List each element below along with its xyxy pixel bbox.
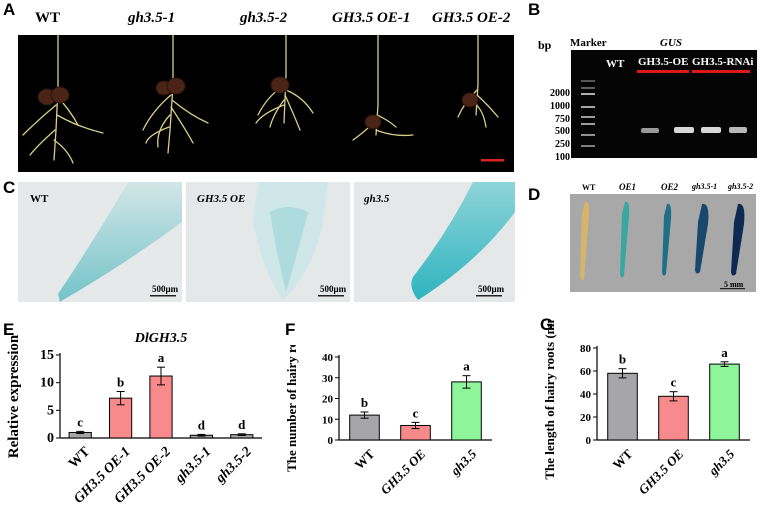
seedling-photo (18, 35, 514, 172)
genotype-label-gh35-1: gh3.5-1 (128, 10, 176, 26)
bar (607, 372, 638, 441)
genotype-label-wt: WT (35, 10, 61, 26)
ladder-label: 100 (555, 151, 570, 163)
genotype-label-oe1: GH3.5 OE-1 (332, 10, 411, 26)
significance-letter: d (198, 417, 206, 432)
genotype-label-gh35-2: gh3.5-2 (240, 10, 288, 26)
significance-letter: b (361, 395, 368, 410)
x-tick-label: WT (66, 444, 94, 472)
y-tick-label: 0 (586, 435, 592, 447)
x-tick-label: WT (351, 446, 377, 472)
y-tick-label: 30 (322, 373, 334, 385)
x-tick-label: gh3.5-2 (212, 444, 254, 486)
x-tick-label: gh3.5-1 (172, 444, 214, 486)
d-label-oe2: OE2 (661, 182, 679, 192)
d-label-oe1: OE1 (619, 182, 637, 192)
lane-label-oe: GH3.5-OE (638, 56, 689, 68)
y-tick-label: 40 (322, 352, 334, 364)
c-label-gh35: gh3.5 (364, 193, 390, 205)
ladder-label: 1000 (550, 100, 570, 112)
y-tick-label: 20 (580, 412, 592, 424)
lane-label-rnai: GH3.5-RNAi (692, 56, 754, 68)
x-tick-label: gh3.5 (705, 446, 738, 479)
y-tick-label: 10 (322, 414, 334, 426)
gel-image (571, 50, 757, 158)
panel-label-d: D (528, 185, 541, 204)
x-tick-label: WT (609, 446, 635, 472)
x-tick-label: GH3.5 OE (635, 446, 686, 497)
y-tick-label: 5 (47, 403, 54, 418)
gus-root-segments (570, 194, 756, 292)
y-tick-label: 60 (580, 366, 592, 378)
y-axis-label: Relative expression (6, 334, 22, 458)
ladder-labels: 2000 1000 750 500 250 100 (536, 88, 570, 165)
significance-letter: c (413, 405, 419, 420)
y-tick-label: 0 (328, 435, 334, 447)
y-tick-label: 80 (580, 343, 592, 355)
bp-label: bp (538, 38, 552, 52)
panel-label-a: A (3, 0, 16, 19)
chart-f: 0 10 20 30 40 The number of hairy roots b WT c GH… (284, 345, 492, 497)
y-axis-label: The number of hairy roots (284, 345, 299, 472)
significance-letter: a (721, 345, 728, 360)
y-tick-label: 0 (47, 431, 54, 446)
c-scale-2: 500μm (320, 284, 347, 294)
c-label-wt: WT (30, 193, 49, 205)
panel-label-g: G (540, 315, 554, 334)
significance-letter: a (158, 350, 165, 365)
ladder-label: 750 (555, 113, 570, 125)
x-tick-label: GH3.5 OE (377, 446, 428, 497)
ladder-label: 2000 (550, 88, 570, 99)
significance-letter: b (619, 352, 626, 367)
ladder-label: 500 (555, 126, 570, 138)
significance-letter: a (463, 359, 470, 374)
y-tick-label: 10 (40, 376, 54, 391)
c-scale-3: 500μm (478, 284, 505, 294)
c-scale-1: 500μm (152, 284, 179, 294)
bar (658, 395, 689, 441)
d-label-wt: WT (582, 183, 596, 192)
panel-label-b: B (528, 0, 541, 19)
d-scale: 5 mm (724, 280, 744, 289)
panel-label-c: C (3, 178, 16, 197)
chart-title: DlGH3.5 (134, 331, 188, 346)
x-tick-label: gh3.5 (447, 446, 480, 479)
lane-label-wt: WT (606, 58, 625, 70)
bar (709, 363, 740, 441)
gus-label: GUS (660, 37, 683, 49)
marker-label: Marker (570, 37, 607, 49)
significance-letter: c (77, 414, 83, 429)
significance-letter: d (238, 417, 246, 432)
y-axis-label: The length of hairy roots (mm) (542, 320, 557, 480)
ladder-label: 250 (555, 139, 570, 151)
genotype-label-oe2: GH3.5 OE-2 (432, 10, 511, 26)
panel-label-f: F (285, 320, 296, 339)
y-tick-label: 15 (40, 348, 54, 363)
significance-letter: c (671, 375, 677, 390)
bar (451, 381, 482, 441)
significance-letter: b (117, 375, 124, 390)
gus-staining-images (18, 182, 515, 302)
panel-label-e: E (3, 320, 15, 339)
d-label-gh351: gh3.5-1 (692, 182, 718, 191)
y-tick-label: 40 (580, 389, 592, 401)
chart-g: 0 20 40 60 80 The length of hairy roots (mm) b… (542, 320, 750, 497)
bar (349, 414, 380, 441)
y-tick-label: 20 (322, 394, 334, 406)
d-label-gh352: gh3.5-2 (728, 182, 754, 191)
c-label-oe: GH3.5 OE (197, 193, 246, 205)
